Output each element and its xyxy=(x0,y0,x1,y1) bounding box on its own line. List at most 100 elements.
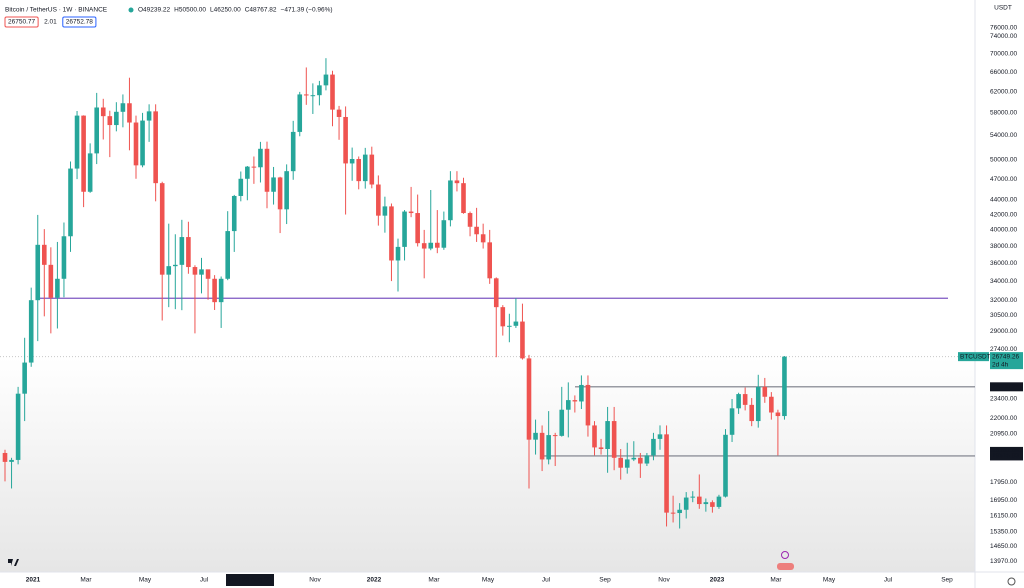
ohlc-value: −471.39 (−0.96%) xyxy=(281,7,333,14)
candle-body xyxy=(605,421,610,449)
candle-body xyxy=(441,220,447,248)
candle-body xyxy=(644,455,650,464)
crosshair-label-bg xyxy=(226,574,274,586)
candle-body xyxy=(179,237,185,265)
candle-body xyxy=(107,116,113,126)
x-tick-label: May xyxy=(139,577,152,584)
candle-body xyxy=(710,502,715,507)
candle-body xyxy=(428,242,434,249)
y-tick-label: 70000.00 xyxy=(990,50,1017,57)
y-tick-label: 13970.00 xyxy=(990,558,1017,565)
x-tick-label: Mar xyxy=(428,577,440,584)
candle-body xyxy=(448,180,453,221)
status-dot xyxy=(128,7,134,13)
candle-body xyxy=(271,177,276,192)
candle-body xyxy=(55,278,60,298)
candle-body xyxy=(382,206,388,216)
candle-body xyxy=(100,107,106,117)
y-tick-label: 16950.00 xyxy=(990,497,1017,504)
ohlc-value: O49239.22 xyxy=(138,7,171,14)
settings-icon[interactable] xyxy=(1007,577,1016,586)
event-icon xyxy=(781,551,789,559)
candle-body xyxy=(546,435,551,460)
candle-body xyxy=(297,94,303,132)
candle-body xyxy=(552,435,558,437)
candle-body xyxy=(277,177,283,210)
input-value: 26752.78 xyxy=(66,19,93,26)
candle-body xyxy=(146,111,152,121)
y-tick-label: 22000.00 xyxy=(990,415,1017,422)
y-tick-label: 40000.00 xyxy=(990,227,1017,234)
candle-body xyxy=(140,120,145,166)
y-tick-label: 36000.00 xyxy=(990,260,1017,267)
candle-body xyxy=(572,400,578,402)
candle-body xyxy=(81,115,86,192)
candle-body xyxy=(173,264,178,267)
candle-body xyxy=(304,94,309,96)
candle-body xyxy=(212,278,217,303)
candle-body xyxy=(631,457,637,460)
candle-body xyxy=(507,325,512,327)
y-tick-label: 17950.00 xyxy=(990,479,1017,486)
y-tick-label: 29000.00 xyxy=(990,328,1017,335)
candle-body xyxy=(461,183,466,214)
y-tick-label: 14650.00 xyxy=(990,543,1017,550)
candle-body xyxy=(68,168,73,237)
candle-body xyxy=(480,234,486,243)
candle-body xyxy=(566,400,571,410)
candle-body xyxy=(435,242,440,248)
candle-body xyxy=(395,246,401,261)
candle-body xyxy=(467,213,473,227)
currency: USDT xyxy=(994,5,1012,12)
y-tick-label: 32000.00 xyxy=(990,297,1017,304)
candle-body xyxy=(290,131,296,172)
candle-body xyxy=(258,148,263,168)
symbol-tag: BTCUSDT xyxy=(960,353,991,360)
candle-body xyxy=(133,122,139,166)
last-price-bg xyxy=(990,352,1023,370)
candle-body xyxy=(500,307,506,327)
x-tick-label: 2022 xyxy=(367,577,382,584)
y-tick-label: 58000.00 xyxy=(990,110,1017,117)
candle-body xyxy=(526,358,532,440)
x-tick-label: May xyxy=(823,577,836,584)
x-tick-label: May xyxy=(482,577,495,584)
candle-body xyxy=(611,421,617,458)
candle-body xyxy=(664,434,669,513)
candle-body xyxy=(87,153,93,192)
candle-body xyxy=(677,509,682,514)
candle-body xyxy=(408,211,414,214)
x-tick-label: Mar xyxy=(80,577,92,584)
candle-body xyxy=(192,267,198,275)
candle-body xyxy=(120,103,126,112)
x-tick-label: 2023 xyxy=(710,577,725,584)
candle-body xyxy=(539,432,545,460)
candle-body xyxy=(520,321,525,359)
candle-body xyxy=(205,269,211,279)
y-tick-label: 34000.00 xyxy=(990,278,1017,285)
candle-body xyxy=(317,85,322,96)
candle-body xyxy=(48,264,54,298)
candle-body xyxy=(618,457,623,468)
candle-body xyxy=(28,300,34,363)
ohlc-value: H50500.00 xyxy=(174,7,206,14)
candle-body xyxy=(782,356,787,417)
candle-body xyxy=(638,457,643,464)
logo xyxy=(5,559,19,566)
x-tick-label: 2021 xyxy=(26,577,41,584)
candle-body xyxy=(74,115,80,169)
x-tick-label: Sep xyxy=(941,577,953,584)
y-tick-label: 15350.00 xyxy=(990,528,1017,535)
price-tag: 24305.24 xyxy=(992,384,1019,391)
price-tag-bg xyxy=(990,446,1023,456)
candle-body xyxy=(376,184,381,216)
crosshair-label: Mon 23 Aug '21 xyxy=(228,577,273,584)
last-price: 26749.26 xyxy=(992,353,1019,360)
candle-body xyxy=(264,148,270,192)
candle-body xyxy=(343,116,348,164)
candle-body xyxy=(454,180,460,184)
candle-body xyxy=(736,394,741,409)
candle-body xyxy=(225,231,230,279)
